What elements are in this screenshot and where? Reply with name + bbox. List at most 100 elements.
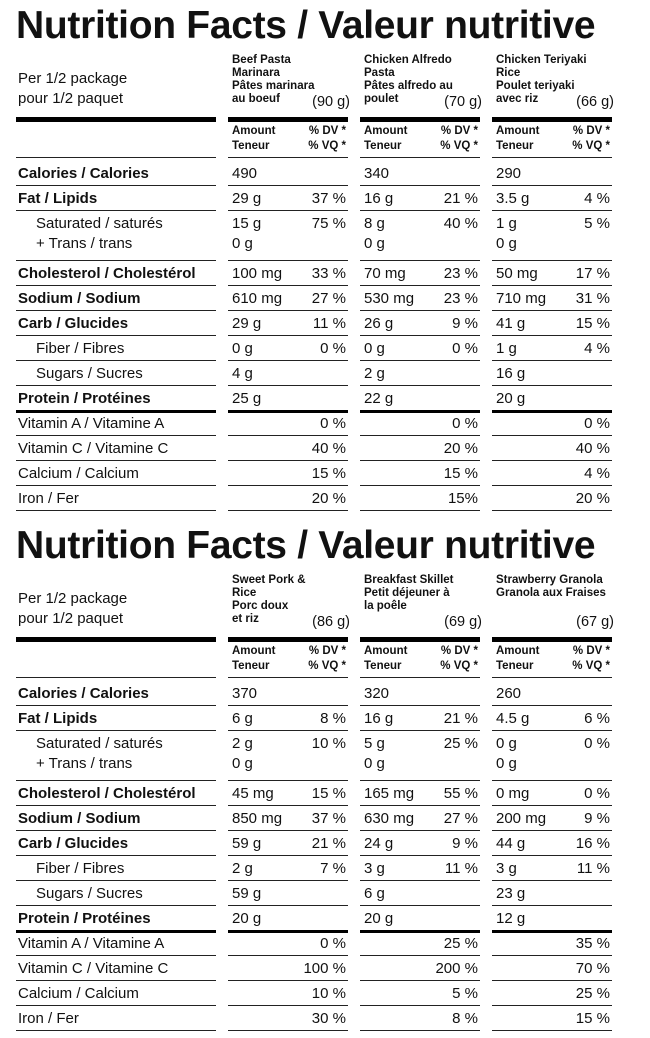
- amount-value: 23 g: [496, 885, 526, 902]
- amount-value: 20 g: [496, 390, 526, 407]
- dv-value: 15 %: [443, 465, 478, 482]
- row-divider: [360, 210, 480, 211]
- row-divider: [360, 510, 480, 511]
- rule-thick: [228, 637, 348, 642]
- amount-value: 320: [364, 685, 390, 702]
- row-label-vita: Vitamin A / Vitamine A: [18, 415, 165, 432]
- row-label-calories: Calories / Calories: [18, 165, 149, 182]
- row-divider: [492, 905, 612, 906]
- amount-value: 260: [496, 685, 522, 702]
- row-label-iron: Iron / Fer: [18, 490, 79, 507]
- product-name-line: Rice: [232, 587, 257, 599]
- dv-value: 0 %: [452, 415, 478, 432]
- row-divider: [16, 955, 216, 956]
- dv-value: 15%: [447, 490, 478, 507]
- row-label-chol: Cholesterol / Cholestérol: [18, 785, 196, 802]
- panel-title: Nutrition Facts / Valeur nutritive: [16, 524, 596, 567]
- row-divider: [16, 210, 216, 211]
- row-divider: [16, 510, 216, 511]
- row-divider: [228, 705, 348, 706]
- dv-header-fr: % VQ *: [572, 660, 610, 672]
- amount-value: 4.5 g: [496, 710, 530, 727]
- row-divider: [228, 360, 348, 361]
- amount-value: 50 mg: [496, 265, 538, 282]
- product-name-line: Marinara: [232, 67, 280, 79]
- row-divider: [16, 905, 216, 906]
- amount-value: 41 g: [496, 315, 526, 332]
- row-divider: [228, 805, 348, 806]
- dv-header-en: % DV *: [572, 645, 610, 657]
- dv-value: 37 %: [311, 190, 346, 207]
- dv-header-fr: % VQ *: [440, 660, 478, 672]
- per-serving-en: Per 1/2 package: [18, 590, 128, 607]
- row-label-calcium: Calcium / Calcium: [18, 985, 139, 1002]
- amount-value: 45 mg: [232, 785, 274, 802]
- row-label-sat: Saturated / saturés: [36, 735, 163, 752]
- amount-value: 1 g: [496, 340, 517, 357]
- row-divider: [360, 157, 480, 158]
- row-divider: [16, 730, 216, 731]
- row-divider: [228, 385, 348, 386]
- row-divider: [360, 980, 480, 981]
- row-divider: [492, 1030, 612, 1031]
- trans-value: 0 g: [496, 755, 517, 772]
- row-divider: [360, 955, 480, 956]
- dv-value: 5 %: [452, 985, 478, 1002]
- row-divider: [16, 677, 216, 678]
- row-divider: [228, 1005, 348, 1006]
- amount-value: 2 g: [364, 365, 385, 382]
- amount-value: 2 g: [232, 860, 253, 877]
- product-name-line: Granola aux Fraises: [496, 587, 606, 599]
- amount-header-fr: Teneur: [232, 140, 270, 152]
- dv-header-fr: % VQ *: [440, 140, 478, 152]
- dv-value: 15 %: [311, 785, 346, 802]
- amount-value: 16 g: [496, 365, 526, 382]
- serving-size: (69 g): [444, 614, 482, 630]
- row-divider: [360, 185, 480, 186]
- dv-header-en: % DV *: [440, 645, 478, 657]
- dv-value: 40 %: [575, 440, 610, 457]
- dv-value: 10 %: [311, 735, 346, 752]
- dv-value: 8 %: [320, 710, 346, 727]
- row-divider: [228, 730, 348, 731]
- row-divider: [228, 955, 348, 956]
- row-divider: [492, 805, 612, 806]
- product-name-line: Pasta: [364, 67, 395, 79]
- row-divider: [492, 930, 612, 933]
- row-divider: [360, 285, 480, 286]
- amount-value: 6 g: [232, 710, 253, 727]
- amount-value: 165 mg: [364, 785, 415, 802]
- dv-value: 15 %: [311, 465, 346, 482]
- row-divider: [360, 730, 480, 731]
- dv-value: 27 %: [443, 810, 478, 827]
- amount-value: 3 g: [496, 860, 517, 877]
- row-divider: [492, 510, 612, 511]
- per-serving-fr: pour 1/2 paquet: [18, 90, 124, 107]
- row-divider: [360, 855, 480, 856]
- row-label-trans: + Trans / trans: [36, 755, 133, 772]
- row-divider: [16, 855, 216, 856]
- trans-value: 0 g: [364, 755, 385, 772]
- amount-header-en: Amount: [232, 125, 276, 137]
- row-divider: [360, 780, 480, 781]
- dv-value: 15 %: [575, 315, 610, 332]
- amount-value: 20 g: [232, 910, 262, 927]
- row-divider: [16, 705, 216, 706]
- amount-value: 20 g: [364, 910, 394, 927]
- serving-size: (67 g): [576, 614, 614, 630]
- dv-value: 4 %: [584, 340, 610, 357]
- dv-value: 0 %: [320, 415, 346, 432]
- dv-value: 6 %: [584, 710, 610, 727]
- amount-value: 26 g: [364, 315, 394, 332]
- row-label-carb: Carb / Glucides: [18, 315, 129, 332]
- trans-value: 0 g: [232, 755, 253, 772]
- dv-value: 4 %: [584, 190, 610, 207]
- dv-value: 25 %: [575, 985, 610, 1002]
- row-divider: [492, 285, 612, 286]
- serving-size: (86 g): [312, 614, 350, 630]
- product-header: Strawberry Granola Granola aux Fraises (67…: [496, 574, 614, 632]
- row-divider: [228, 830, 348, 831]
- product-name-line: Pâtes marinara: [232, 80, 315, 92]
- row-divider: [360, 677, 480, 678]
- row-label-iron: Iron / Fer: [18, 1010, 79, 1027]
